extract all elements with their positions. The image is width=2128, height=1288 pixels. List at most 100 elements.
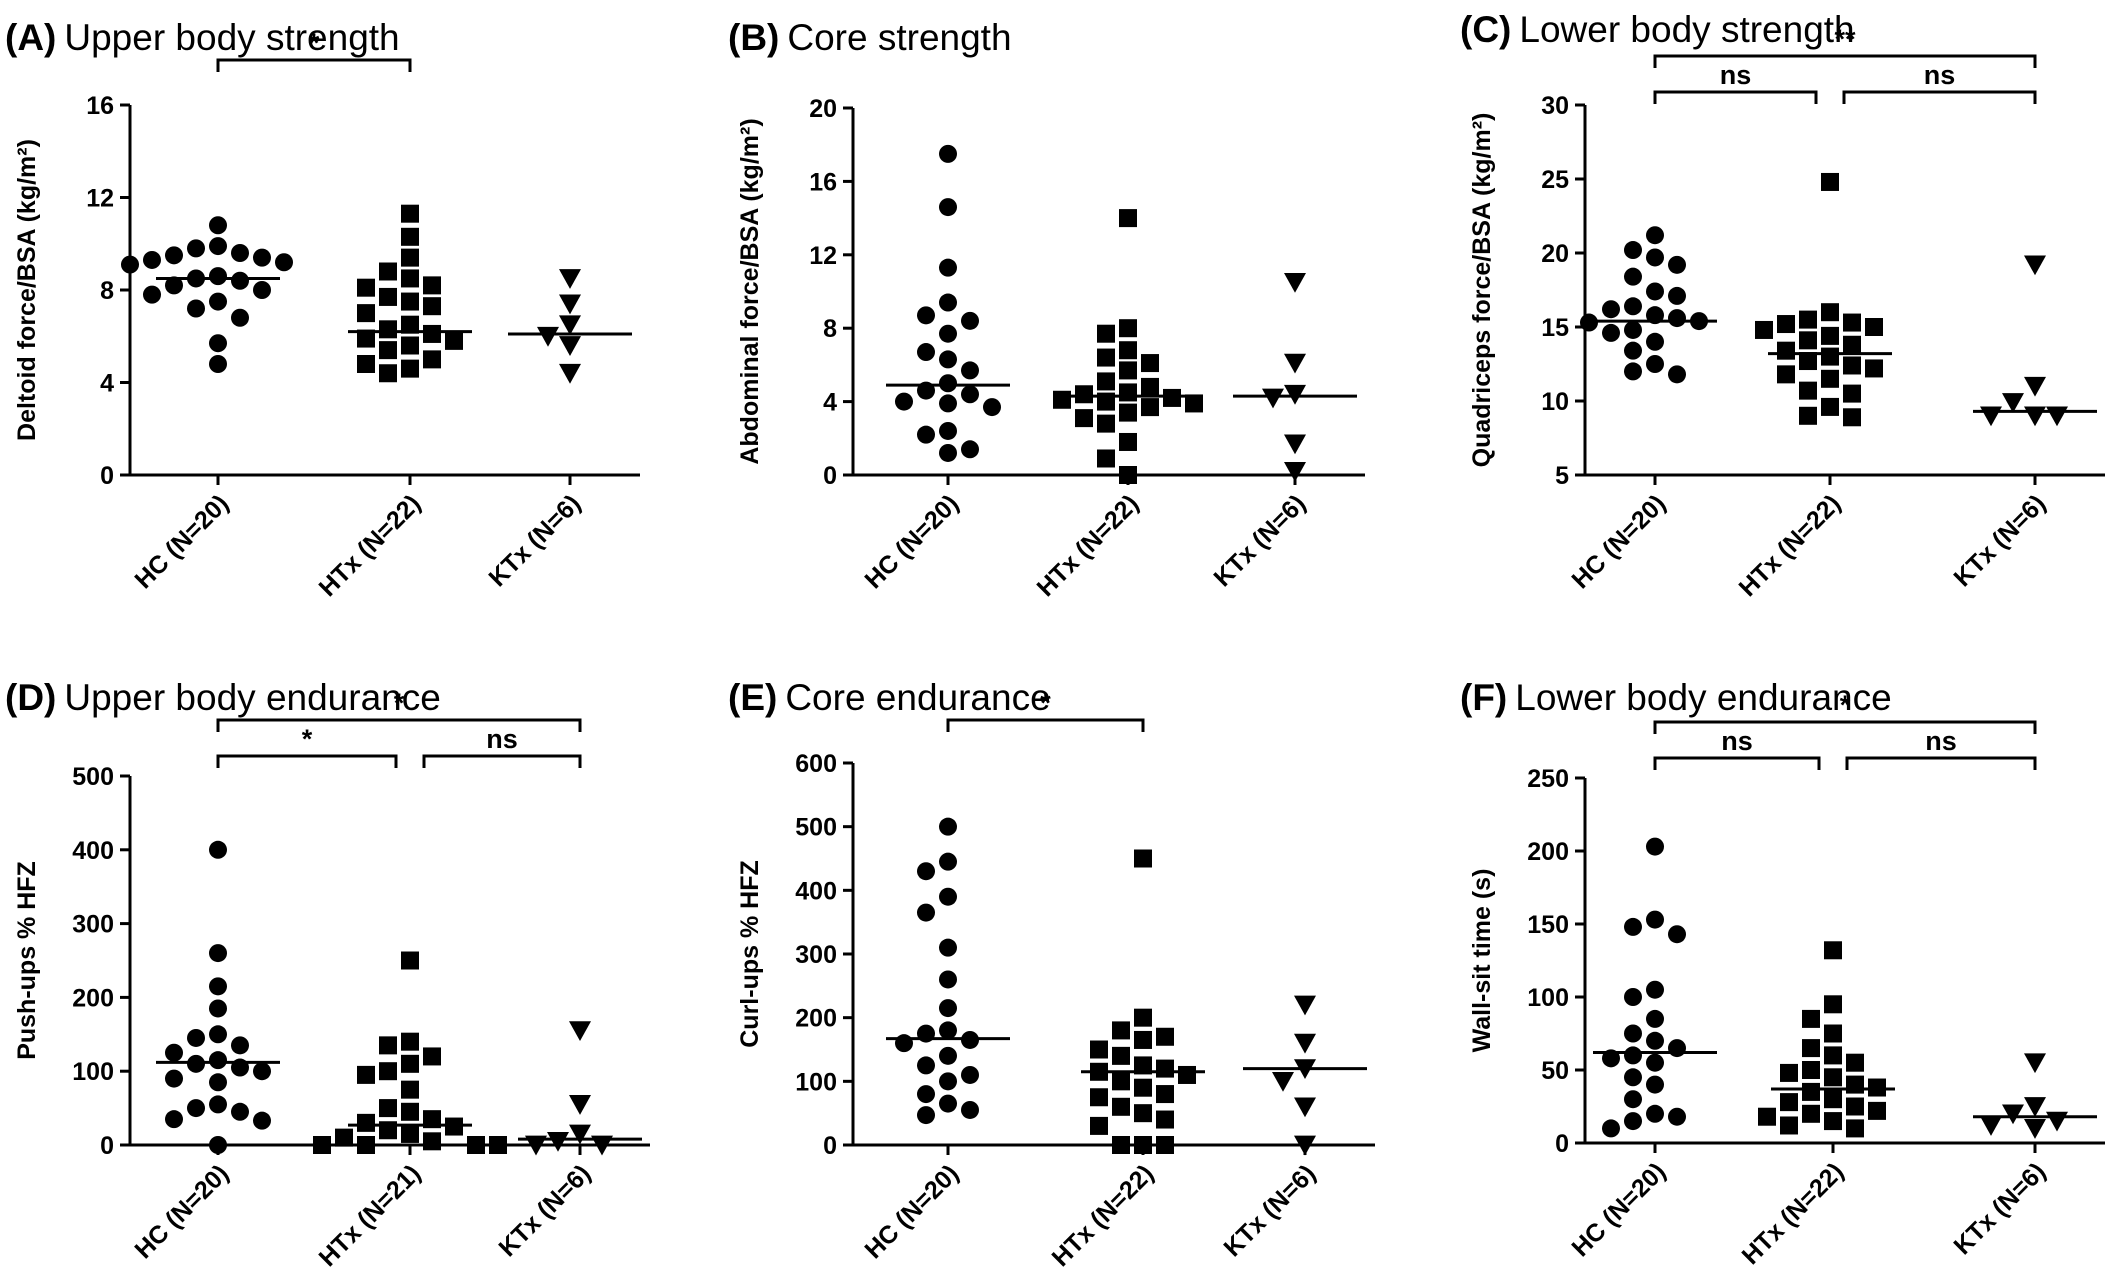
y-tick-label: 15 [1541,314,1569,342]
panel-title: (D) Upper body endurance [5,677,441,718]
data-point-circle [983,398,1001,417]
y-tick-label: 100 [1527,984,1569,1012]
data-point-circle [1624,1112,1642,1131]
data-point-square [1799,310,1817,329]
data-point-square [1843,313,1861,332]
data-point-circle [939,293,957,312]
data-point-square [1163,388,1181,407]
panel-f: (F) Lower body endurance 0 50 100 150 200 250 Wa… [1460,677,2105,1270]
data-point-square [1097,372,1115,391]
data-point-square [379,320,397,339]
data-point-circle [1602,323,1620,342]
significance-label: * [394,688,405,718]
panel-title-text: Core strength [787,17,1011,58]
data-point-square [1802,1009,1820,1028]
group-0 [886,817,1010,1125]
data-point-circle [939,1046,957,1065]
data-point-triangle [1272,1071,1294,1092]
significance-bracket [216,58,412,72]
data-point-square [1843,384,1861,403]
panel-title: (A) Upper body strength [5,17,400,58]
data-point-square [1119,341,1137,360]
data-point-circle [209,355,227,373]
panel-letter: (D) [5,677,56,718]
data-point-circle [939,852,957,871]
data-point-circle [1646,1031,1664,1050]
data-point-square [1846,1075,1864,1094]
data-point-circle [165,1110,183,1129]
group-0 [121,216,293,373]
group-0 [156,840,280,1154]
data-point-square [1846,1097,1864,1116]
data-point-circle [1646,910,1664,929]
y-tick-label: 25 [1541,166,1569,194]
significance-bracket [1842,90,2037,104]
group-2 [1973,1053,2097,1139]
y-tick-label: 400 [72,837,114,865]
data-point-triangle [2002,393,2024,413]
data-point-circle [939,999,957,1018]
data-point-triangle [559,315,581,336]
significance-bracket [1653,90,1818,104]
data-point-circle [917,1085,935,1104]
y-tick-label: 500 [72,763,114,791]
data-point-circle [939,938,957,957]
data-point-triangle [1284,272,1306,293]
panel-title-text: Core endurance [785,677,1050,718]
significance-bracket [1845,756,2037,770]
data-point-square [1097,449,1115,468]
data-point-square [1156,1027,1174,1046]
data-point-square [1119,209,1137,228]
data-point-square [1824,1112,1842,1131]
data-point-circle [961,311,979,330]
data-point-square [1821,397,1839,416]
significance-label: * [302,724,313,754]
data-point-circle [209,237,227,256]
y-axis-label: Deltoid force/BSA (kg/m²) [13,139,41,441]
data-point-circle [1646,226,1664,245]
data-point-triangle [559,269,581,289]
y-axis-label: Push-ups % HFZ [13,861,41,1060]
data-point-square [1141,354,1159,373]
data-point-circle [165,1069,183,1088]
y-tick-label: 400 [795,877,837,905]
data-point-square [1119,403,1137,422]
x-category-label: HC (N=20) [859,1159,964,1264]
data-point-square [1821,303,1839,322]
significance-bracket [216,754,398,768]
panel-letter: (E) [728,677,777,718]
group-1 [348,204,472,383]
data-point-circle [187,299,205,318]
data-point-circle [187,1028,205,1047]
data-point-square [1185,394,1203,413]
y-tick-label: 0 [1555,1130,1569,1158]
data-point-triangle [525,1135,547,1156]
data-point-circle [275,253,293,272]
y-tick-label: 0 [100,1132,114,1160]
data-point-square [401,227,419,246]
data-point-square [1824,1024,1842,1043]
data-point-square [1119,466,1137,484]
data-point-square [1824,1068,1842,1087]
group-2 [1243,995,1367,1156]
significance-bracket [1653,756,1821,770]
data-point-square [1134,1136,1152,1154]
data-point-circle [1668,1107,1686,1126]
data-point-triangle [569,1124,591,1145]
data-point-circle [209,267,227,286]
data-point-circle [939,421,957,440]
data-point-circle [1624,1090,1642,1109]
data-point-triangle [537,326,559,347]
y-tick-label: 300 [72,911,114,939]
data-point-square [1134,1030,1152,1049]
data-point-circle [1646,248,1664,267]
data-point-circle [231,244,249,262]
data-point-square [401,315,419,334]
y-tick-label: 8 [823,315,837,343]
data-point-square [1141,377,1159,396]
data-point-triangle [1294,1097,1316,1118]
data-point-circle [209,1073,227,1092]
y-tick-label: 50 [1541,1057,1569,1085]
data-point-square [1053,390,1071,409]
data-point-triangle [1262,388,1284,409]
